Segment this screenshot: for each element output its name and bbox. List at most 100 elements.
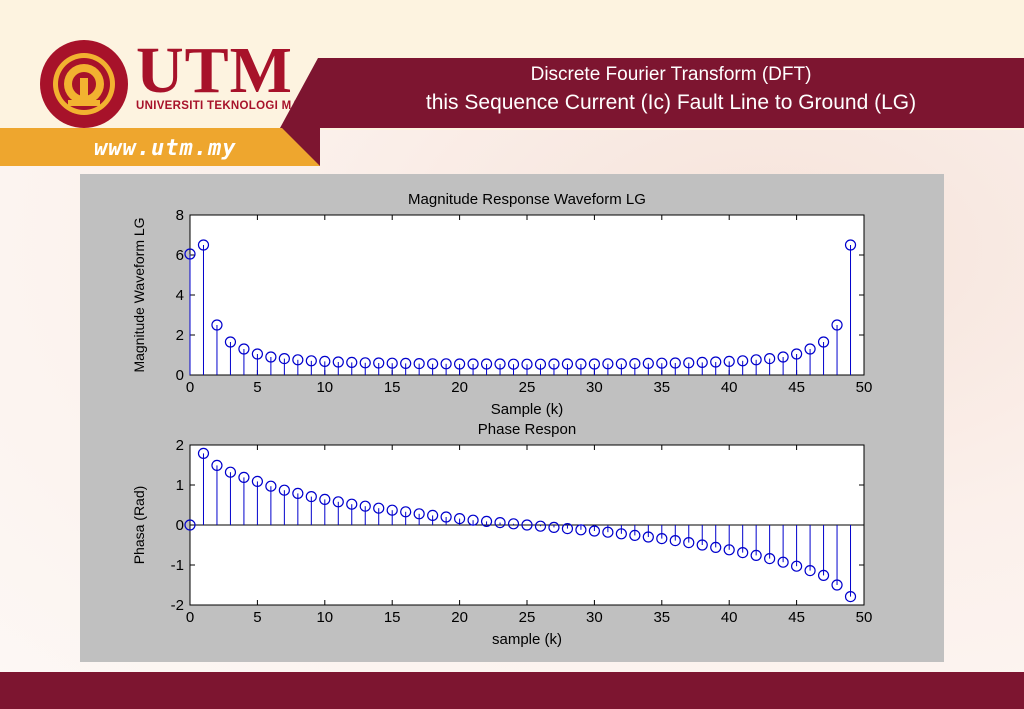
stem-marker <box>494 517 506 529</box>
stem-marker <box>683 357 695 369</box>
x-tick-label: 10 <box>316 609 333 626</box>
stem-marker <box>413 508 425 520</box>
x-tick-label: 50 <box>856 379 873 396</box>
stem-marker <box>575 524 587 536</box>
stem-marker <box>534 358 547 370</box>
stem-marker <box>386 357 398 369</box>
stem-marker <box>831 319 843 331</box>
stem-marker <box>615 358 627 370</box>
chart-title-1: Magnitude Response Waveform LG <box>408 191 646 208</box>
stem-marker <box>844 591 857 603</box>
x-tick-label: 35 <box>653 609 670 626</box>
banner-wedge <box>282 128 320 166</box>
stem-marker <box>696 539 708 551</box>
stem-marker <box>400 506 412 518</box>
stem-marker <box>480 358 493 370</box>
x-axis-label-2: sample (k) <box>492 631 562 648</box>
stem-marker <box>669 535 681 547</box>
stem-marker <box>265 351 277 363</box>
stem-marker <box>764 353 776 365</box>
stem-marker <box>548 521 560 533</box>
x-tick-label: 15 <box>384 609 401 626</box>
stem-marker <box>723 544 735 556</box>
stem-marker <box>197 239 210 251</box>
y-tick-label: 8 <box>176 207 184 224</box>
x-tick-label: 20 <box>451 609 468 626</box>
stem-marker <box>764 553 776 565</box>
y-tick-label: 0 <box>176 367 184 384</box>
stem-marker <box>224 336 237 348</box>
stem-marker <box>480 515 493 527</box>
stem-marker <box>359 357 371 369</box>
stem-marker <box>413 358 425 370</box>
x-tick-label: 20 <box>451 379 468 396</box>
stem-marker <box>629 529 641 541</box>
stem-marker <box>265 480 277 492</box>
stem-marker <box>777 351 789 363</box>
stem-marker <box>588 525 601 537</box>
x-tick-label: 5 <box>253 609 261 626</box>
stem-marker <box>278 353 290 365</box>
stem-marker <box>737 355 749 367</box>
stem-marker <box>346 356 358 368</box>
stem-marker <box>454 358 466 370</box>
slide-title-line2: this Sequence Current (Ic) Fault Line to… <box>425 91 917 114</box>
stem-marker <box>602 526 614 538</box>
stem-marker <box>602 358 614 370</box>
stem-marker <box>427 509 439 521</box>
stem-marker <box>750 354 762 366</box>
y-tick-label: 6 <box>176 247 184 264</box>
stem-marker <box>723 355 735 367</box>
logo-main-text: UTM <box>136 34 293 107</box>
x-tick-label: 45 <box>788 609 805 626</box>
stem-marker <box>831 579 843 591</box>
stem-marker <box>507 518 520 530</box>
x-tick-label: 5 <box>253 379 261 396</box>
stem-marker <box>790 348 803 360</box>
y-axis-label-2: Phasa (Rad) <box>131 486 147 565</box>
stem-marker <box>440 511 452 523</box>
url-bar <box>0 128 320 166</box>
dft-figure: 0 5 10 15 20 25 30 35 40 45 50 0 2 4 6 8 Magnitude Respo… <box>80 174 944 662</box>
stem-marker <box>656 357 668 369</box>
stem-marker <box>521 519 533 531</box>
title-banner: Discrete Fourier Transform (DFT) this Se… <box>280 58 1024 128</box>
stem-marker <box>238 471 250 483</box>
stem-marker <box>575 358 587 370</box>
stem-marker <box>521 358 533 370</box>
y-tick-label: 4 <box>176 287 184 304</box>
stem-marker <box>197 447 210 459</box>
stem-marker <box>373 357 385 369</box>
stem-marker <box>561 523 574 535</box>
stem-marker <box>561 358 574 370</box>
stem-marker <box>817 569 830 581</box>
stem-marker <box>777 556 789 568</box>
stem-marker <box>386 504 398 516</box>
stem-marker <box>400 357 412 369</box>
stem-marker <box>817 336 830 348</box>
x-tick-label: 30 <box>586 379 603 396</box>
stem-marker <box>278 484 290 496</box>
stem-marker <box>211 459 223 471</box>
stem-marker <box>319 493 331 505</box>
x-axis-label-1: Sample (k) <box>491 401 564 418</box>
stem-marker <box>804 343 816 355</box>
stem-marker <box>251 348 263 360</box>
stem-marker <box>305 355 317 367</box>
stem-marker <box>292 487 304 499</box>
stem-marker <box>332 356 344 368</box>
x-tick-label: 25 <box>519 609 536 626</box>
x-tick-label: 10 <box>316 379 333 396</box>
y-tick-label: -1 <box>171 557 184 574</box>
stem-marker <box>305 491 317 503</box>
stem-marker <box>224 466 237 478</box>
stem-marker <box>346 498 358 510</box>
stem-marker <box>750 549 762 561</box>
stem-marker <box>642 357 654 369</box>
stem-marker <box>710 541 722 553</box>
stem-marker <box>238 343 250 355</box>
y-tick-label: 2 <box>176 437 184 454</box>
utm-seal-logo <box>38 38 130 130</box>
stem-marker <box>588 358 601 370</box>
x-tick-label: 40 <box>721 379 738 396</box>
